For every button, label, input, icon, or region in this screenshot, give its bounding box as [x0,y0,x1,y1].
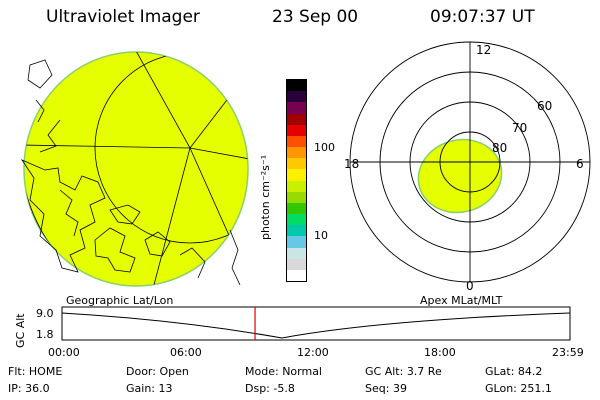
colorbar-band [287,124,306,136]
status-mode: Mode: Normal [245,365,322,378]
status-door: Door: Open [126,365,189,378]
status-seq: Seq: 39 [365,382,407,395]
polar-auroral-oval [417,138,503,214]
colorbar-tick-100: 100 [314,141,335,154]
mlt-label-12: 12 [476,43,491,57]
colorbar-band [287,80,306,92]
colorbar-band [287,269,306,282]
timeline-ytick-low: 1.8 [36,328,54,341]
colorbar-band [287,225,306,237]
timeline-xtick-2359: 23:59 [552,346,584,359]
uv-image-disk [23,51,249,287]
colorbar-band [287,147,306,159]
timeline-ytick-high: 9.0 [36,307,54,320]
timeline-xtick-0600: 06:00 [170,346,202,359]
colorbar-band [287,169,306,181]
timeline-left-label: Geographic Lat/Lon [66,294,174,307]
timeline-xtick-1800: 18:00 [424,346,456,359]
status-flt: Flt: HOME [8,365,63,378]
colorbar-band [287,258,306,270]
instrument-title: Ultraviolet Imager [46,7,200,27]
polar-grid [349,41,591,283]
time-label: 09:07:37 UT [430,7,535,27]
timeline-right-label: Apex MLat/MLT [420,294,503,307]
lat-label-70: 70 [512,121,527,135]
status-glon: GLon: 251.1 [485,382,552,395]
colorbar-band [287,180,306,192]
status-ip: IP: 36.0 [8,382,50,395]
colorbar-band [287,91,306,103]
mlt-label-18: 18 [344,157,359,171]
status-dsp: Dsp: -5.8 [245,382,295,395]
colorbar-band [287,158,306,170]
lat-label-60: 60 [537,99,552,113]
timeline-xtick-1200: 12:00 [297,346,329,359]
date-label: 23 Sep 00 [272,7,359,27]
colorbar-band [287,113,306,125]
colorbar-gradient [287,80,306,282]
colorbar-band [287,236,306,248]
status-gain: Gain: 13 [126,382,173,395]
mlt-label-6: 6 [576,157,584,171]
colorbar [286,79,307,282]
coastline-outlines [20,59,241,286]
colorbar-band [287,102,306,114]
altitude-curve [61,312,571,339]
colorbar-tick-10: 10 [314,229,328,242]
timeline-xtick-0000: 00:00 [48,346,80,359]
colorbar-band [287,135,306,148]
lat-label-80: 80 [492,141,507,155]
mlt-label-0: 0 [466,279,474,293]
colorbar-band [287,214,306,226]
status-gc-alt: GC Alt: 3.7 Re [365,365,442,378]
timeline-frame [61,306,571,341]
colorbar-band [287,202,306,215]
colorbar-band [287,247,306,259]
status-glat: GLat: 84.2 [485,365,543,378]
colorbar-band [287,191,306,203]
